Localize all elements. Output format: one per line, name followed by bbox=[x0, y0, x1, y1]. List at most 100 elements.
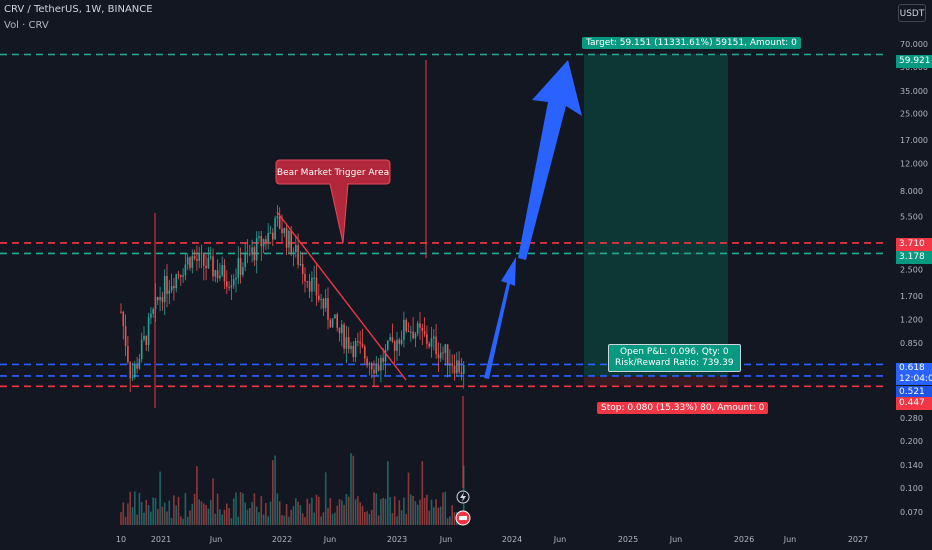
candle-body bbox=[180, 274, 182, 277]
candle-body bbox=[373, 369, 375, 374]
candle bbox=[136, 356, 138, 374]
candle bbox=[414, 331, 417, 347]
x-tick-7: 2024 bbox=[502, 535, 522, 544]
candle-body bbox=[237, 258, 240, 278]
candle-body bbox=[200, 252, 203, 254]
candle bbox=[182, 268, 184, 283]
candle-body bbox=[449, 363, 451, 366]
candle bbox=[324, 288, 327, 312]
candle-body bbox=[184, 264, 187, 276]
volume-bar bbox=[338, 499, 341, 525]
candle-body bbox=[458, 360, 460, 373]
candle bbox=[166, 264, 168, 308]
volume-bar bbox=[359, 502, 361, 525]
volume-bar bbox=[343, 504, 345, 525]
candle bbox=[285, 224, 288, 256]
volume-bar bbox=[428, 510, 430, 525]
candle-body bbox=[136, 364, 138, 369]
candle-body bbox=[460, 372, 463, 374]
candle bbox=[260, 231, 263, 261]
risk-reward-text: Risk/Reward Ratio: 739.39 bbox=[615, 358, 734, 368]
candle-body bbox=[430, 338, 433, 347]
candle bbox=[341, 319, 343, 347]
candle-body bbox=[375, 365, 378, 374]
volume-bar bbox=[209, 500, 212, 525]
candle-body bbox=[338, 327, 341, 334]
candle-body bbox=[177, 274, 180, 276]
candle-body bbox=[166, 276, 168, 294]
candle-body bbox=[173, 285, 175, 289]
candle bbox=[120, 303, 122, 314]
candle-body bbox=[290, 230, 292, 255]
x-tick-4: Jun bbox=[323, 535, 337, 544]
candle-body bbox=[272, 232, 274, 240]
candle-body bbox=[393, 341, 396, 351]
candle-body bbox=[138, 359, 141, 369]
target-label: Target: 59.151 (11331.61%) 59151, Amount… bbox=[582, 37, 801, 49]
candle-body bbox=[253, 247, 256, 261]
volume-bar bbox=[239, 491, 242, 525]
candle bbox=[423, 317, 426, 337]
candle-body bbox=[419, 323, 421, 328]
volume-bar bbox=[200, 501, 203, 525]
y-tick-12: 1.200 bbox=[900, 315, 923, 324]
candle-body bbox=[127, 346, 129, 363]
volume-bar bbox=[350, 453, 352, 525]
volume-bar bbox=[324, 472, 327, 525]
volume-bar bbox=[223, 509, 226, 525]
candle bbox=[380, 354, 382, 383]
y-tick-0: 70.000 bbox=[900, 40, 928, 49]
y-tick-10: 2.500 bbox=[900, 266, 923, 275]
candle-body bbox=[308, 281, 311, 292]
candle-body bbox=[320, 299, 322, 301]
volume-bar bbox=[297, 501, 299, 525]
candle bbox=[396, 331, 398, 361]
candle bbox=[412, 317, 414, 340]
candle-body bbox=[235, 277, 237, 280]
volume-bar bbox=[446, 518, 449, 525]
candle-body bbox=[278, 216, 281, 229]
candle bbox=[203, 252, 205, 281]
volume-bar bbox=[189, 510, 191, 525]
projection-arrow-short bbox=[484, 257, 516, 379]
candle-body bbox=[244, 254, 246, 268]
volume-bar bbox=[150, 511, 152, 525]
volume-bar bbox=[228, 508, 230, 525]
candle bbox=[242, 262, 244, 278]
open-pl-label: Open P&L: 0.096, Qty: 0 Risk/Reward Rati… bbox=[608, 344, 741, 372]
candle bbox=[230, 274, 233, 301]
currency-button[interactable]: USDT bbox=[898, 4, 926, 22]
candle bbox=[145, 335, 148, 352]
resistance-green-tag: 3.178 bbox=[896, 251, 932, 264]
candle-body bbox=[336, 314, 338, 328]
volume-bar bbox=[184, 492, 187, 525]
candle bbox=[375, 356, 378, 376]
candle bbox=[338, 327, 341, 342]
x-tick-1: 2021 bbox=[151, 535, 171, 544]
candle-body bbox=[322, 299, 325, 309]
volume-bar bbox=[154, 498, 157, 525]
candle bbox=[389, 333, 391, 342]
candle bbox=[439, 343, 442, 362]
candle bbox=[140, 332, 143, 363]
candle bbox=[426, 325, 428, 349]
volume-bar bbox=[170, 517, 173, 525]
candle bbox=[177, 270, 180, 280]
candle-body bbox=[439, 352, 442, 359]
volume-bar bbox=[221, 514, 223, 525]
volume-bar bbox=[373, 492, 375, 525]
candle-body bbox=[301, 264, 304, 274]
volume-bar bbox=[382, 497, 384, 525]
volume-bar bbox=[138, 493, 141, 525]
candle bbox=[430, 326, 433, 358]
candle-body bbox=[426, 334, 428, 344]
candle bbox=[209, 246, 212, 261]
candle-body bbox=[451, 363, 453, 366]
volume-bar bbox=[423, 497, 426, 525]
candle bbox=[354, 338, 357, 363]
candle bbox=[384, 343, 387, 375]
candle-body bbox=[251, 247, 253, 255]
volume-bar bbox=[421, 461, 424, 525]
